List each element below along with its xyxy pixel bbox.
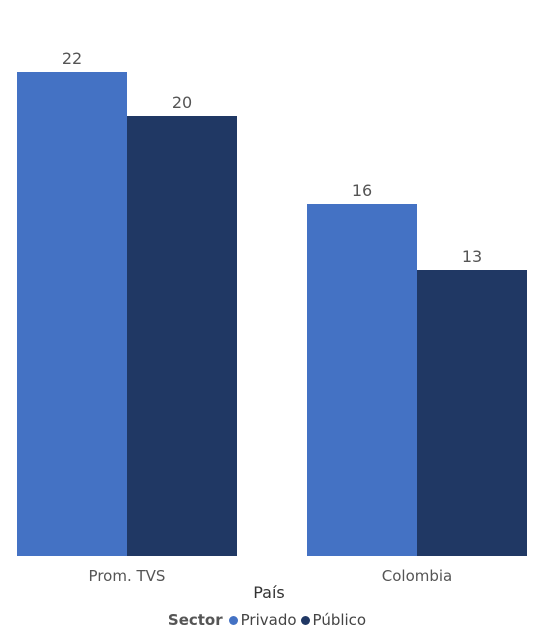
legend-dot-privado-icon [228,615,238,625]
legend: Sector Privado Público [0,608,538,632]
legend-item-privado[interactable]: Privado [228,611,297,629]
x-tick-label: Colombia [382,567,453,585]
legend-dot-publico-icon [300,615,310,625]
bar-chart: 22 20 Prom. TVS 16 13 Colombia País [17,49,527,600]
x-tick-label: Prom. TVS [89,567,166,585]
x-axis-title: País [253,583,285,600]
legend-title: Sector [167,611,223,629]
bar-privado-0[interactable] [17,72,127,556]
legend-label-privado: Privado [240,611,297,629]
data-label: 22 [62,49,82,68]
bar-privado-1[interactable] [307,204,417,556]
bar-publico-0[interactable] [127,116,237,556]
legend-item-publico[interactable]: Público [300,611,367,629]
data-label: 20 [172,93,192,112]
bars-layer [17,72,527,556]
data-label: 16 [352,181,372,200]
data-label: 13 [462,247,482,266]
legend-label-publico: Público [312,611,367,629]
bar-publico-1[interactable] [417,270,527,556]
labels-layer: 22 20 Prom. TVS 16 13 Colombia [62,49,482,585]
